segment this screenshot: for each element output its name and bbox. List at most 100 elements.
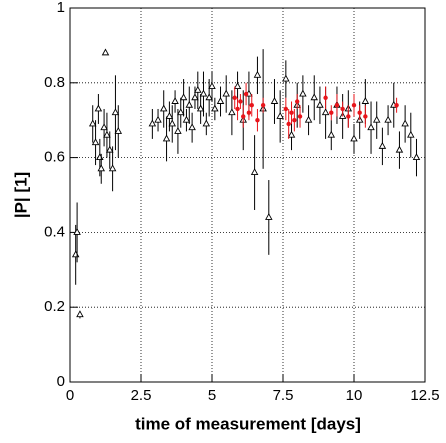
marker <box>185 100 194 108</box>
marker <box>233 82 242 89</box>
marker <box>250 168 259 176</box>
marker <box>321 108 330 116</box>
marker <box>286 121 291 127</box>
marker <box>194 85 202 93</box>
marker <box>179 93 188 101</box>
marker <box>282 74 290 82</box>
marker <box>412 153 421 161</box>
y-tick-label: 0 <box>57 373 65 390</box>
marker <box>216 97 225 104</box>
marker <box>265 213 273 220</box>
x-axis-title: time of measurement [days] <box>135 414 361 433</box>
marker <box>205 93 213 101</box>
marker <box>202 119 211 127</box>
marker <box>199 89 208 97</box>
marker <box>361 97 370 104</box>
plot-frame <box>69 7 426 383</box>
x-tick-label: 2.5 <box>131 387 152 404</box>
marker <box>76 310 84 318</box>
y-tick-label: 0.4 <box>44 223 65 240</box>
marker <box>384 115 392 123</box>
marker <box>243 91 249 97</box>
marker <box>208 82 216 89</box>
marker <box>88 119 97 127</box>
marker <box>316 100 324 108</box>
y-tick-label: 0.6 <box>44 149 65 166</box>
marker <box>292 118 297 123</box>
marker <box>351 103 357 108</box>
x-tick-label: 7.5 <box>273 387 294 404</box>
marker <box>114 126 123 134</box>
marker <box>340 106 345 112</box>
marker <box>249 103 254 108</box>
marker <box>91 138 100 146</box>
marker <box>222 89 230 97</box>
marker <box>191 93 199 101</box>
marker <box>196 104 205 112</box>
x-tick-label: 5 <box>208 387 216 404</box>
marker <box>168 119 176 127</box>
marker <box>235 106 240 112</box>
marker <box>323 95 328 100</box>
marker <box>350 134 358 142</box>
marker <box>363 114 368 119</box>
marker <box>334 103 340 108</box>
marker <box>111 108 120 116</box>
marker <box>304 115 313 123</box>
marker <box>106 145 114 153</box>
marker <box>357 110 362 115</box>
marker <box>232 95 237 100</box>
marker <box>401 119 409 127</box>
marker <box>407 130 415 138</box>
marker <box>394 103 399 108</box>
marker <box>154 115 162 123</box>
marker <box>327 130 336 138</box>
marker <box>174 126 182 134</box>
marker <box>283 106 289 112</box>
marker <box>287 130 296 138</box>
marker <box>228 108 236 116</box>
marker <box>329 110 334 115</box>
marker <box>165 112 174 119</box>
marker <box>255 118 260 123</box>
x-tick-label: 0 <box>66 387 74 404</box>
marker <box>253 70 262 78</box>
marker <box>211 104 219 112</box>
marker <box>276 112 284 119</box>
marker <box>188 123 196 131</box>
marker <box>297 114 303 119</box>
marker <box>395 145 404 153</box>
marker <box>270 97 279 104</box>
marker <box>295 99 300 104</box>
plot-area <box>70 8 425 382</box>
y-tick-label: 0.8 <box>44 74 65 91</box>
marker <box>108 164 117 172</box>
marker <box>182 115 191 123</box>
marker <box>310 93 318 101</box>
marker <box>103 130 111 138</box>
y-tick-label: 1 <box>57 0 65 16</box>
marker <box>162 134 171 142</box>
marker <box>100 123 108 131</box>
x-tick-label: 10 <box>346 387 363 404</box>
marker <box>367 123 375 131</box>
marker <box>171 97 179 104</box>
marker <box>299 89 307 97</box>
marker <box>241 114 246 119</box>
marker <box>238 99 243 104</box>
marker <box>260 103 266 108</box>
marker <box>73 227 81 235</box>
marker <box>177 108 185 116</box>
marker <box>378 141 387 149</box>
marker <box>372 115 381 123</box>
y-axis-title: |P| [1] <box>11 172 30 218</box>
marker <box>101 48 110 56</box>
marker <box>346 114 351 119</box>
marker <box>246 110 252 115</box>
x-tick-label: 12.5 <box>410 387 439 404</box>
marker <box>94 104 103 112</box>
marker <box>148 119 157 127</box>
marker <box>159 104 168 112</box>
y-tick-label: 0.2 <box>44 298 65 315</box>
